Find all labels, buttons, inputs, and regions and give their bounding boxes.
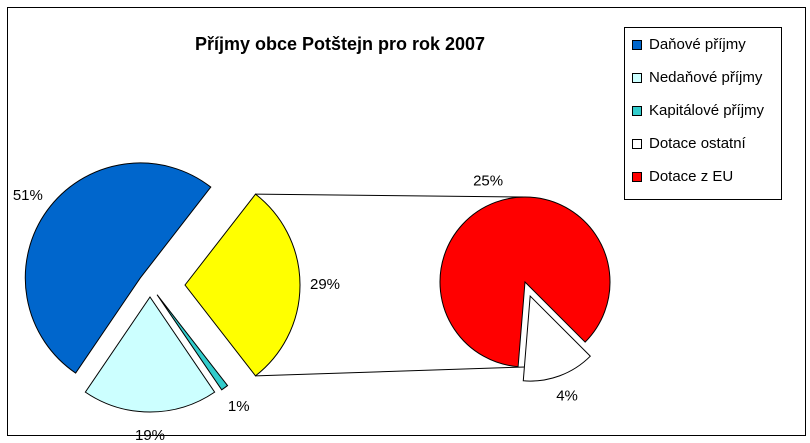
data-label: 4% — [556, 387, 578, 404]
legend-swatch — [632, 172, 642, 182]
data-label: 29% — [310, 276, 340, 293]
pie-slice — [439, 196, 611, 368]
legend-swatch — [632, 106, 642, 116]
legend-swatch — [632, 73, 642, 83]
legend-label: Daňové příjmy — [649, 36, 746, 53]
data-label: 25% — [473, 173, 503, 190]
legend-label: Kapitálové příjmy — [649, 102, 765, 119]
connector-line — [255, 193, 526, 198]
pie-slice — [24, 162, 212, 374]
data-label: 51% — [13, 187, 43, 204]
data-label: 1% — [228, 398, 250, 415]
pie-slice — [184, 193, 301, 377]
data-label: 19% — [135, 427, 165, 443]
legend-box — [624, 27, 782, 200]
pie-slice — [84, 296, 216, 413]
pie-slice — [156, 294, 229, 391]
legend-label: Dotace ostatní — [649, 135, 747, 152]
chart-title: Příjmy obce Potštejn pro rok 2007 — [195, 34, 485, 54]
pie-slice — [522, 294, 591, 382]
connector-line — [255, 366, 526, 377]
legend-label: Nedaňové příjmy — [649, 69, 763, 86]
legend-label: Dotace z EU — [649, 168, 733, 185]
legend-swatch — [632, 40, 642, 50]
legend-swatch — [632, 139, 642, 149]
